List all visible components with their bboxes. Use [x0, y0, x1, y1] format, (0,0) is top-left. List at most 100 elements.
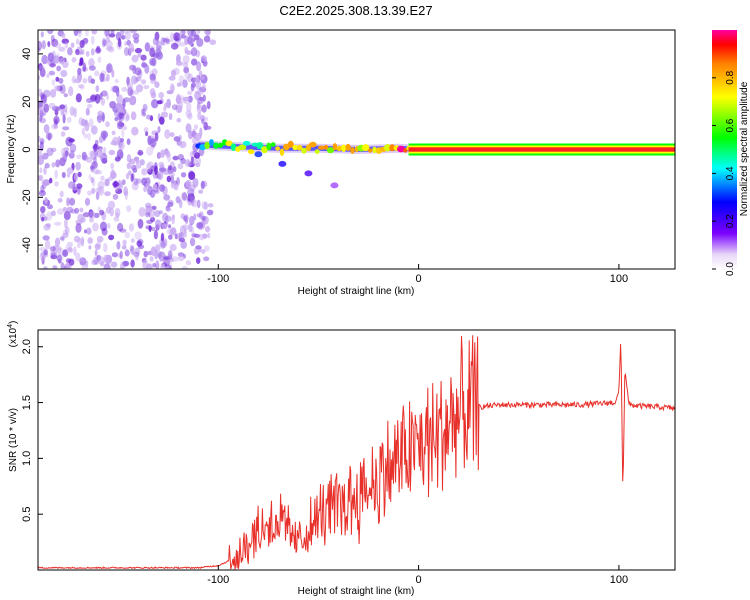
noise-dot [116, 94, 124, 104]
noise-dot [50, 58, 55, 66]
noise-dot [192, 177, 199, 188]
noise-dot [84, 197, 91, 206]
noise-dot [201, 118, 205, 125]
noise-dot [40, 206, 46, 214]
noise-dot [77, 67, 82, 76]
noise-dot [130, 238, 135, 244]
noise-dot [190, 197, 195, 206]
noise-dot [51, 79, 56, 86]
noise-dot [165, 207, 172, 212]
noise-dot [47, 30, 54, 35]
noise-dot [95, 47, 102, 54]
colorbar-tick-label: 0.4 [725, 166, 736, 180]
noise-dot [194, 90, 201, 95]
noise-dot [38, 73, 40, 82]
noise-dot [50, 89, 57, 98]
noise-dot [39, 67, 46, 78]
noise-dot [140, 54, 147, 61]
noise-dot [182, 55, 190, 64]
noise-dot [182, 61, 189, 68]
noise-dot [177, 154, 184, 161]
noise-dot [112, 136, 120, 146]
noise-dot [179, 30, 186, 36]
noise-dot [59, 84, 66, 95]
noise-dot [70, 42, 75, 48]
noise-dot [159, 256, 164, 262]
noise-dot [191, 233, 197, 238]
y-tick-label: 0 [21, 146, 33, 152]
noise-dot [168, 224, 172, 229]
noise-dot [133, 37, 140, 44]
noise-dot [201, 201, 207, 210]
noise-dot [145, 162, 152, 172]
noise-dot [168, 234, 173, 240]
noise-dot [145, 131, 149, 137]
noise-dot [66, 173, 71, 178]
noise-dot [187, 200, 192, 206]
noise-dot [129, 30, 137, 34]
noise-dot [154, 81, 160, 88]
noise-dot [51, 162, 56, 168]
ridge-blob [341, 144, 347, 152]
noise-dot [55, 159, 61, 168]
noise-dot [108, 234, 115, 241]
noise-dot [97, 110, 104, 117]
noise-dot [99, 72, 105, 83]
noise-dot [93, 143, 98, 152]
noise-dot [151, 226, 156, 232]
noise-dot [39, 141, 44, 152]
noise-dot [47, 52, 54, 62]
noise-dot [41, 40, 46, 50]
noise-dot [59, 236, 65, 241]
noise-dot [177, 255, 185, 262]
noise-dot [118, 140, 123, 149]
noise-dot [158, 210, 163, 215]
noise-dot [103, 254, 110, 264]
noise-dot [152, 189, 160, 195]
noise-dot [123, 191, 129, 196]
noise-dot [43, 124, 50, 134]
noise-dot [119, 30, 124, 37]
noise-dot [194, 132, 202, 141]
noise-dot [180, 34, 186, 39]
noise-dot [55, 76, 60, 82]
noise-dot [196, 222, 204, 229]
noise-dot [163, 194, 171, 201]
noise-dot [183, 215, 188, 222]
x-tick-label: 0 [416, 273, 422, 285]
noise-dot [168, 75, 176, 81]
noise-dot [134, 231, 142, 240]
noise-dot [203, 256, 210, 262]
noise-dot [86, 156, 93, 163]
colorbar-gradient [712, 30, 737, 269]
noise-dot [58, 77, 64, 84]
noise-dot [171, 177, 175, 188]
noise-dot [182, 96, 190, 102]
noise-dot [141, 168, 148, 176]
noise-dot [61, 32, 66, 39]
noise-dot [45, 223, 52, 228]
noise-dot [96, 235, 104, 243]
noise-dot [39, 138, 45, 145]
noise-dot [91, 259, 98, 266]
noise-dot [81, 49, 85, 55]
noise-dot [119, 138, 124, 143]
noise-dot [173, 166, 177, 173]
noise-dot [56, 52, 60, 61]
noise-dot [38, 135, 41, 143]
ridge-blob [230, 143, 237, 152]
noise-dot [47, 204, 53, 210]
noise-dot [90, 176, 94, 184]
noise-dot [87, 190, 92, 196]
noise-dot [44, 196, 48, 205]
noise-dot [167, 201, 174, 208]
noise-dot [121, 86, 128, 92]
noise-dot [164, 102, 169, 108]
noise-dot [114, 78, 119, 84]
noise-dot [97, 255, 105, 265]
noise-dot [153, 210, 161, 218]
noise-dot [127, 86, 133, 97]
noise-dot [200, 75, 205, 80]
ridge-blob [336, 145, 343, 152]
